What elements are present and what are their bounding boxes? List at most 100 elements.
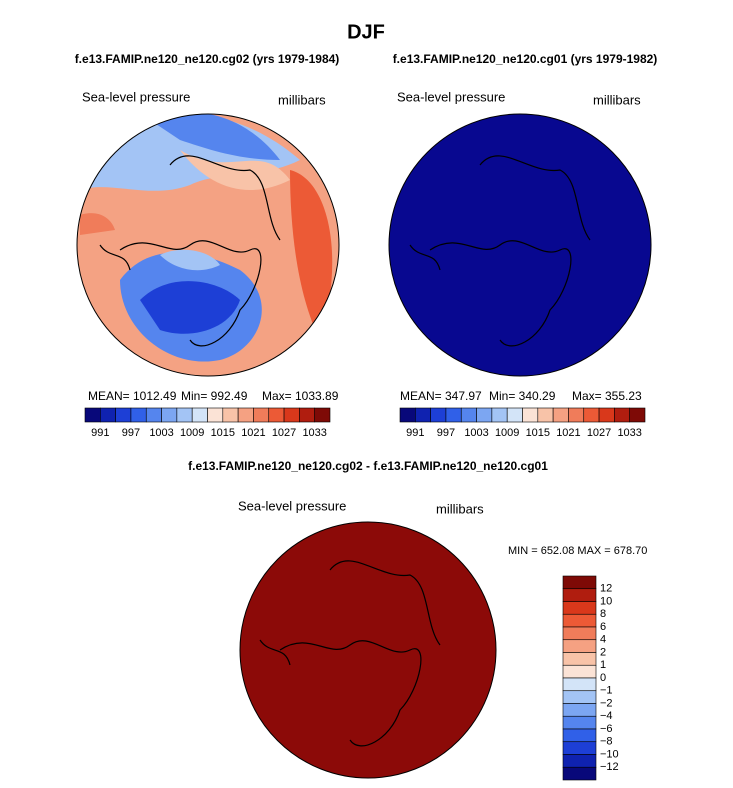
colorbar-label: 2: [600, 646, 606, 658]
colorbar-box: [562, 715, 597, 730]
colorbar-box: [445, 407, 462, 423]
map: [240, 522, 496, 778]
colorbar-box: [268, 407, 285, 423]
stat: MIN = 652.08 MAX = 678.70: [508, 545, 647, 557]
colorbar-box: [562, 741, 597, 755]
stat: Min= 340.29: [489, 389, 556, 403]
colorbar-box: [476, 407, 493, 423]
colorbar-box: [552, 407, 569, 423]
colorbar-box: [100, 407, 116, 423]
colorbar-box: [598, 407, 615, 423]
colorbar-label: −12: [600, 761, 619, 773]
colorbar-box: [562, 601, 597, 615]
colorbar-label: 997: [437, 427, 455, 439]
colorbar-label: 1021: [556, 427, 580, 439]
colorbar-box: [399, 407, 416, 423]
colorbar-box: [629, 407, 646, 423]
colorbar-box: [460, 407, 477, 423]
map: [77, 114, 339, 376]
colorbar-label: 1015: [211, 427, 235, 439]
colorbar-label: 1033: [302, 427, 326, 439]
colorbar-box: [176, 407, 193, 423]
colorbar-box: [562, 728, 597, 743]
colorbar-box: [222, 407, 239, 423]
colorbar-box: [191, 407, 208, 423]
variable-label: Sea-level pressure: [238, 498, 346, 513]
colorbar-box: [562, 588, 597, 602]
colorbar-label: 1003: [149, 427, 173, 439]
colorbar-box: [283, 407, 300, 423]
colorbar-label: 1027: [272, 427, 296, 439]
colorbar-box: [562, 613, 597, 628]
map-border: [239, 521, 497, 779]
colorbar-label: 12: [600, 583, 612, 595]
units-label: millibars: [593, 92, 641, 107]
colorbar-label: 991: [91, 427, 109, 439]
stat: MEAN= 347.97: [400, 389, 482, 403]
colorbar-box: [161, 407, 178, 423]
colorbar-box: [145, 407, 162, 423]
colorbar-label: 4: [600, 634, 606, 646]
colorbar-box: [562, 639, 597, 653]
colorbar-box: [491, 407, 508, 423]
colorbar-box: [568, 407, 585, 423]
colorbar-box: [562, 575, 597, 590]
colorbar-box: [522, 407, 539, 423]
stat: Max= 1033.89: [262, 389, 339, 403]
colorbar-box: [562, 766, 597, 781]
colorbar-box: [562, 677, 597, 692]
colorbar-box: [430, 407, 447, 423]
colorbar-label: 991: [406, 427, 424, 439]
map: [389, 114, 651, 376]
map-border: [388, 113, 652, 377]
coastlines: [99, 155, 591, 747]
colorbar-label: 10: [600, 595, 612, 607]
colorbar-box: [207, 407, 224, 423]
colorbar-label: 1021: [241, 427, 265, 439]
colorbar-box: [562, 754, 597, 768]
colorbar-label: 1003: [464, 427, 488, 439]
variable-label: Sea-level pressure: [397, 89, 505, 104]
colorbar-box: [415, 407, 431, 423]
colorbar-box: [583, 407, 600, 423]
colorbar-label: 6: [600, 621, 606, 633]
colorbar-box: [506, 407, 523, 423]
colorbar-box: [562, 626, 597, 641]
units-label: millibars: [278, 92, 326, 107]
colorbar-box: [562, 652, 597, 666]
colorbar-label: 1027: [587, 427, 611, 439]
figure-title: DJF: [347, 21, 385, 43]
colorbar-box: [237, 407, 254, 423]
colorbar-label: 1: [600, 659, 606, 671]
stat: Min= 992.49: [181, 389, 248, 403]
stat: Max= 355.23: [572, 389, 642, 403]
colorbar-label: 1015: [526, 427, 550, 439]
colorbar-label: 997: [122, 427, 140, 439]
colorbar-label: 0: [600, 672, 606, 684]
colorbar-box: [614, 407, 630, 423]
map-border: [76, 113, 340, 377]
colorbar-label: −4: [600, 710, 613, 722]
colorbar-box: [314, 407, 331, 423]
colorbar-label: 1009: [180, 427, 204, 439]
colorbar-label: −8: [600, 736, 613, 748]
stat: MEAN= 1012.49: [88, 389, 177, 403]
colorbar-box: [253, 407, 270, 423]
colorbar-box: [84, 407, 101, 423]
colorbar-box: [130, 407, 147, 423]
colorbar-box: [562, 703, 597, 717]
colorbar-box: [562, 690, 597, 704]
colorbar-label: −1: [600, 685, 613, 697]
colorbar-box: [537, 407, 554, 423]
panel-title: f.e13.FAMIP.ne120_ne120.cg02 - f.e13.FAM…: [188, 459, 548, 473]
colorbar-label: 1033: [617, 427, 641, 439]
panel-title: f.e13.FAMIP.ne120_ne120.cg02 (yrs 1979-1…: [75, 52, 340, 66]
colorbar-label: 8: [600, 608, 606, 620]
panel-title: f.e13.FAMIP.ne120_ne120.cg01 (yrs 1979-1…: [393, 52, 658, 66]
variable-label: Sea-level pressure: [82, 89, 190, 104]
units-label: millibars: [436, 501, 484, 516]
colorbar-label: 1009: [495, 427, 519, 439]
colorbar-box: [562, 664, 597, 679]
colorbar-box: [115, 407, 132, 423]
